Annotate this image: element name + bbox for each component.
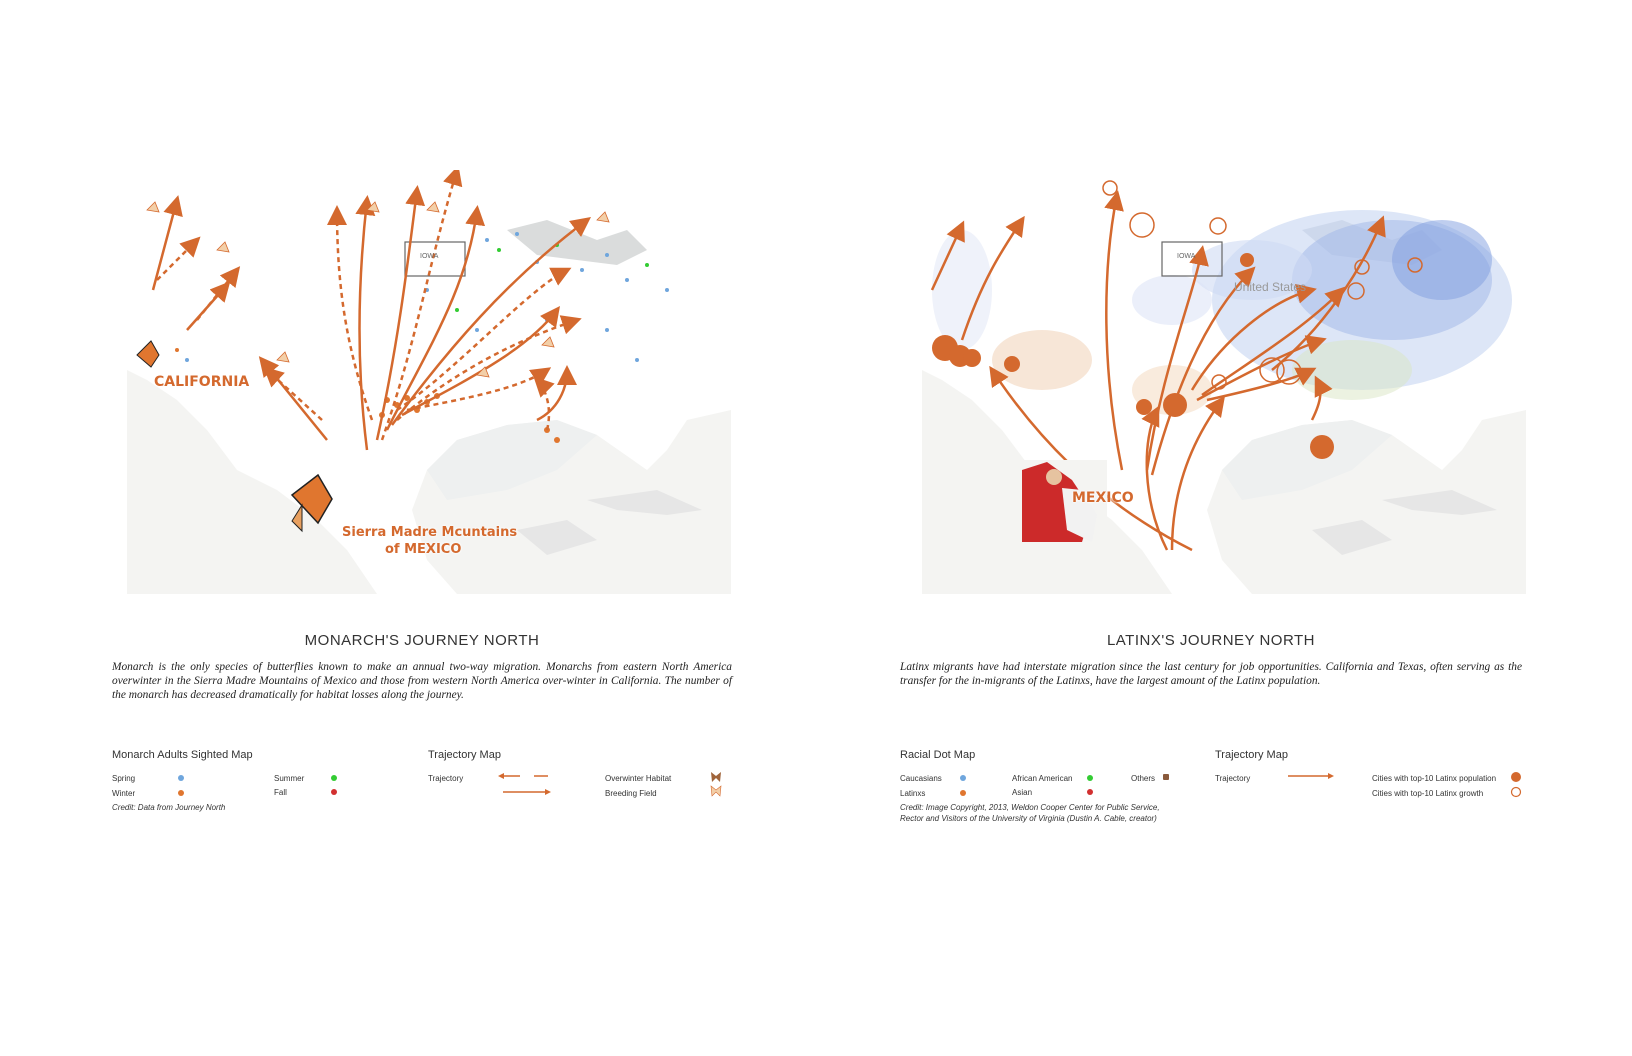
- legend-summer-label: Summer: [274, 774, 305, 783]
- monarch-trajectory-legend-heading: Trajectory Map: [428, 749, 501, 761]
- overwinter-legend-icon: [711, 772, 721, 782]
- great-lakes: [507, 220, 647, 265]
- trajectory-arrows: [151, 170, 591, 451]
- legend-african-american-label: African American: [1012, 774, 1073, 783]
- legend-trajectory-arrows: [498, 773, 551, 795]
- iowa-outline: [1161, 241, 1223, 277]
- legend-top10-growth-label: Cities with top-10 Latinx growth: [1372, 789, 1484, 798]
- breeding-butterfly-icons: [146, 201, 610, 378]
- legend-others-label: Others: [1131, 774, 1156, 783]
- latinx-title: LATINX'S JOURNEY NORTH: [1106, 632, 1316, 649]
- legend-winter-label: Winter: [112, 789, 136, 798]
- latinx-legend-trajectory-arrow: [1288, 773, 1334, 779]
- iowa-label: IOWA: [420, 253, 439, 260]
- legend-trajectory-label: Trajectory: [428, 774, 464, 783]
- sierra-madre-label-2: of MEXICO: [385, 542, 462, 557]
- legend-african-american-dot: [1087, 775, 1093, 781]
- legend-asian-label: Asian: [1012, 788, 1033, 797]
- caribbean-islands: [1312, 490, 1497, 555]
- caribbean-islands: [517, 490, 702, 555]
- land-mass: [127, 170, 731, 594]
- legend-fall-dot: [331, 789, 337, 795]
- mexico-label: MEXICO: [1072, 490, 1134, 506]
- monarch-sighted-legend-heading: Monarch Adults Sighted Map: [112, 749, 253, 761]
- iowa-outline: [404, 241, 466, 277]
- united-states-label: United States: [1234, 280, 1307, 294]
- monarch-credit: Credit: Data from Journey North: [112, 803, 226, 812]
- legend-summer-dot: [331, 775, 337, 781]
- latinx-description: Latinx migrants have had interstate migr…: [900, 661, 1522, 688]
- top10-population-circles: [932, 253, 1334, 459]
- legend-others-dot: [1163, 774, 1169, 780]
- legend-spring-dot: [178, 775, 184, 781]
- monarch-map-svg: [127, 170, 731, 594]
- latinx-trajectory-legend-heading: Trajectory Map: [1215, 749, 1288, 761]
- overwinter-butterfly-icon: [136, 340, 333, 533]
- legend-top10-growth-circle: [1510, 786, 1522, 798]
- top10-growth-circles: [1102, 180, 1423, 390]
- latinx-map-svg: [922, 170, 1526, 594]
- latinx-legend-trajectory-label: Trajectory: [1215, 774, 1251, 783]
- legend-top10-pop-circle: [1511, 772, 1521, 782]
- monarch-title: MONARCH'S JOURNEY NORTH: [304, 632, 540, 649]
- racial-dot-density: [932, 210, 1512, 415]
- legend-breeding-label: Breeding Field: [605, 789, 657, 798]
- monarch-map: CALIFORNIA Sierra Madre Mcuntains of MEX…: [127, 170, 731, 594]
- legend-asian-dot: [1087, 789, 1093, 795]
- legend-latinxs-dot: [960, 790, 966, 796]
- legend-caucasians-label: Caucasians: [900, 774, 942, 783]
- racial-credit-line1: Credit: Image Copyright, 2013, Weldon Co…: [900, 803, 1160, 812]
- legend-caucasians-dot: [960, 775, 966, 781]
- legend-winter-dot: [178, 790, 184, 796]
- sierra-madre-label-1: Sierra Madre Mcuntains: [342, 525, 518, 540]
- iowa-label: IOWA: [1177, 253, 1196, 260]
- legend-top10-pop-label: Cities with top-10 Latinx population: [1372, 774, 1497, 783]
- legend-overwinter-label: Overwinter Habitat: [605, 774, 672, 783]
- california-label: CALIFORNIA: [154, 374, 250, 390]
- legend-fall-label: Fall: [274, 788, 287, 797]
- breeding-legend-icon: [710, 785, 722, 797]
- racial-credit-line2: Rector and Visitors of the University of…: [900, 814, 1157, 823]
- gulf-water: [1222, 420, 1392, 500]
- dancers-photo: [1017, 460, 1107, 542]
- monarch-description: Monarch is the only species of butterfli…: [112, 661, 732, 702]
- legend-latinxs-label: Latinxs: [900, 789, 926, 798]
- racial-dot-legend-heading: Racial Dot Map: [900, 749, 976, 761]
- latinx-map: MEXICO IOWA United States: [922, 170, 1526, 594]
- legend-spring-label: Spring: [112, 774, 136, 783]
